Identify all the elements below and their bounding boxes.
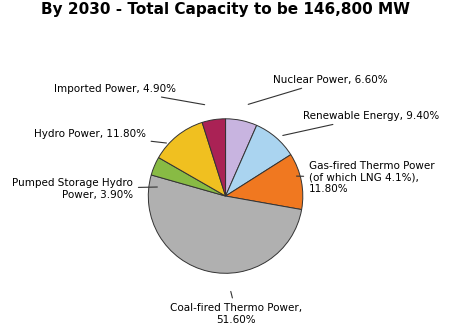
Text: Gas-fired Thermo Power
(of which LNG 4.1%),
11.80%: Gas-fired Thermo Power (of which LNG 4.1…	[296, 161, 434, 195]
Text: Nuclear Power, 6.60%: Nuclear Power, 6.60%	[248, 75, 387, 104]
Wedge shape	[151, 158, 225, 196]
Text: Pumped Storage Hydro
Power, 3.90%: Pumped Storage Hydro Power, 3.90%	[12, 178, 157, 200]
Title: By 2030 - Total Capacity to be 146,800 MW: By 2030 - Total Capacity to be 146,800 M…	[41, 2, 409, 17]
Wedge shape	[225, 155, 302, 209]
Wedge shape	[202, 119, 225, 196]
Text: Hydro Power, 11.80%: Hydro Power, 11.80%	[33, 129, 166, 143]
Text: Renewable Energy, 9.40%: Renewable Energy, 9.40%	[282, 111, 438, 135]
Wedge shape	[225, 125, 290, 196]
Text: Imported Power, 4.90%: Imported Power, 4.90%	[54, 84, 204, 105]
Wedge shape	[158, 123, 225, 196]
Wedge shape	[225, 119, 256, 196]
Text: Coal-fired Thermo Power,
51.60%: Coal-fired Thermo Power, 51.60%	[170, 291, 302, 325]
Wedge shape	[148, 175, 301, 273]
